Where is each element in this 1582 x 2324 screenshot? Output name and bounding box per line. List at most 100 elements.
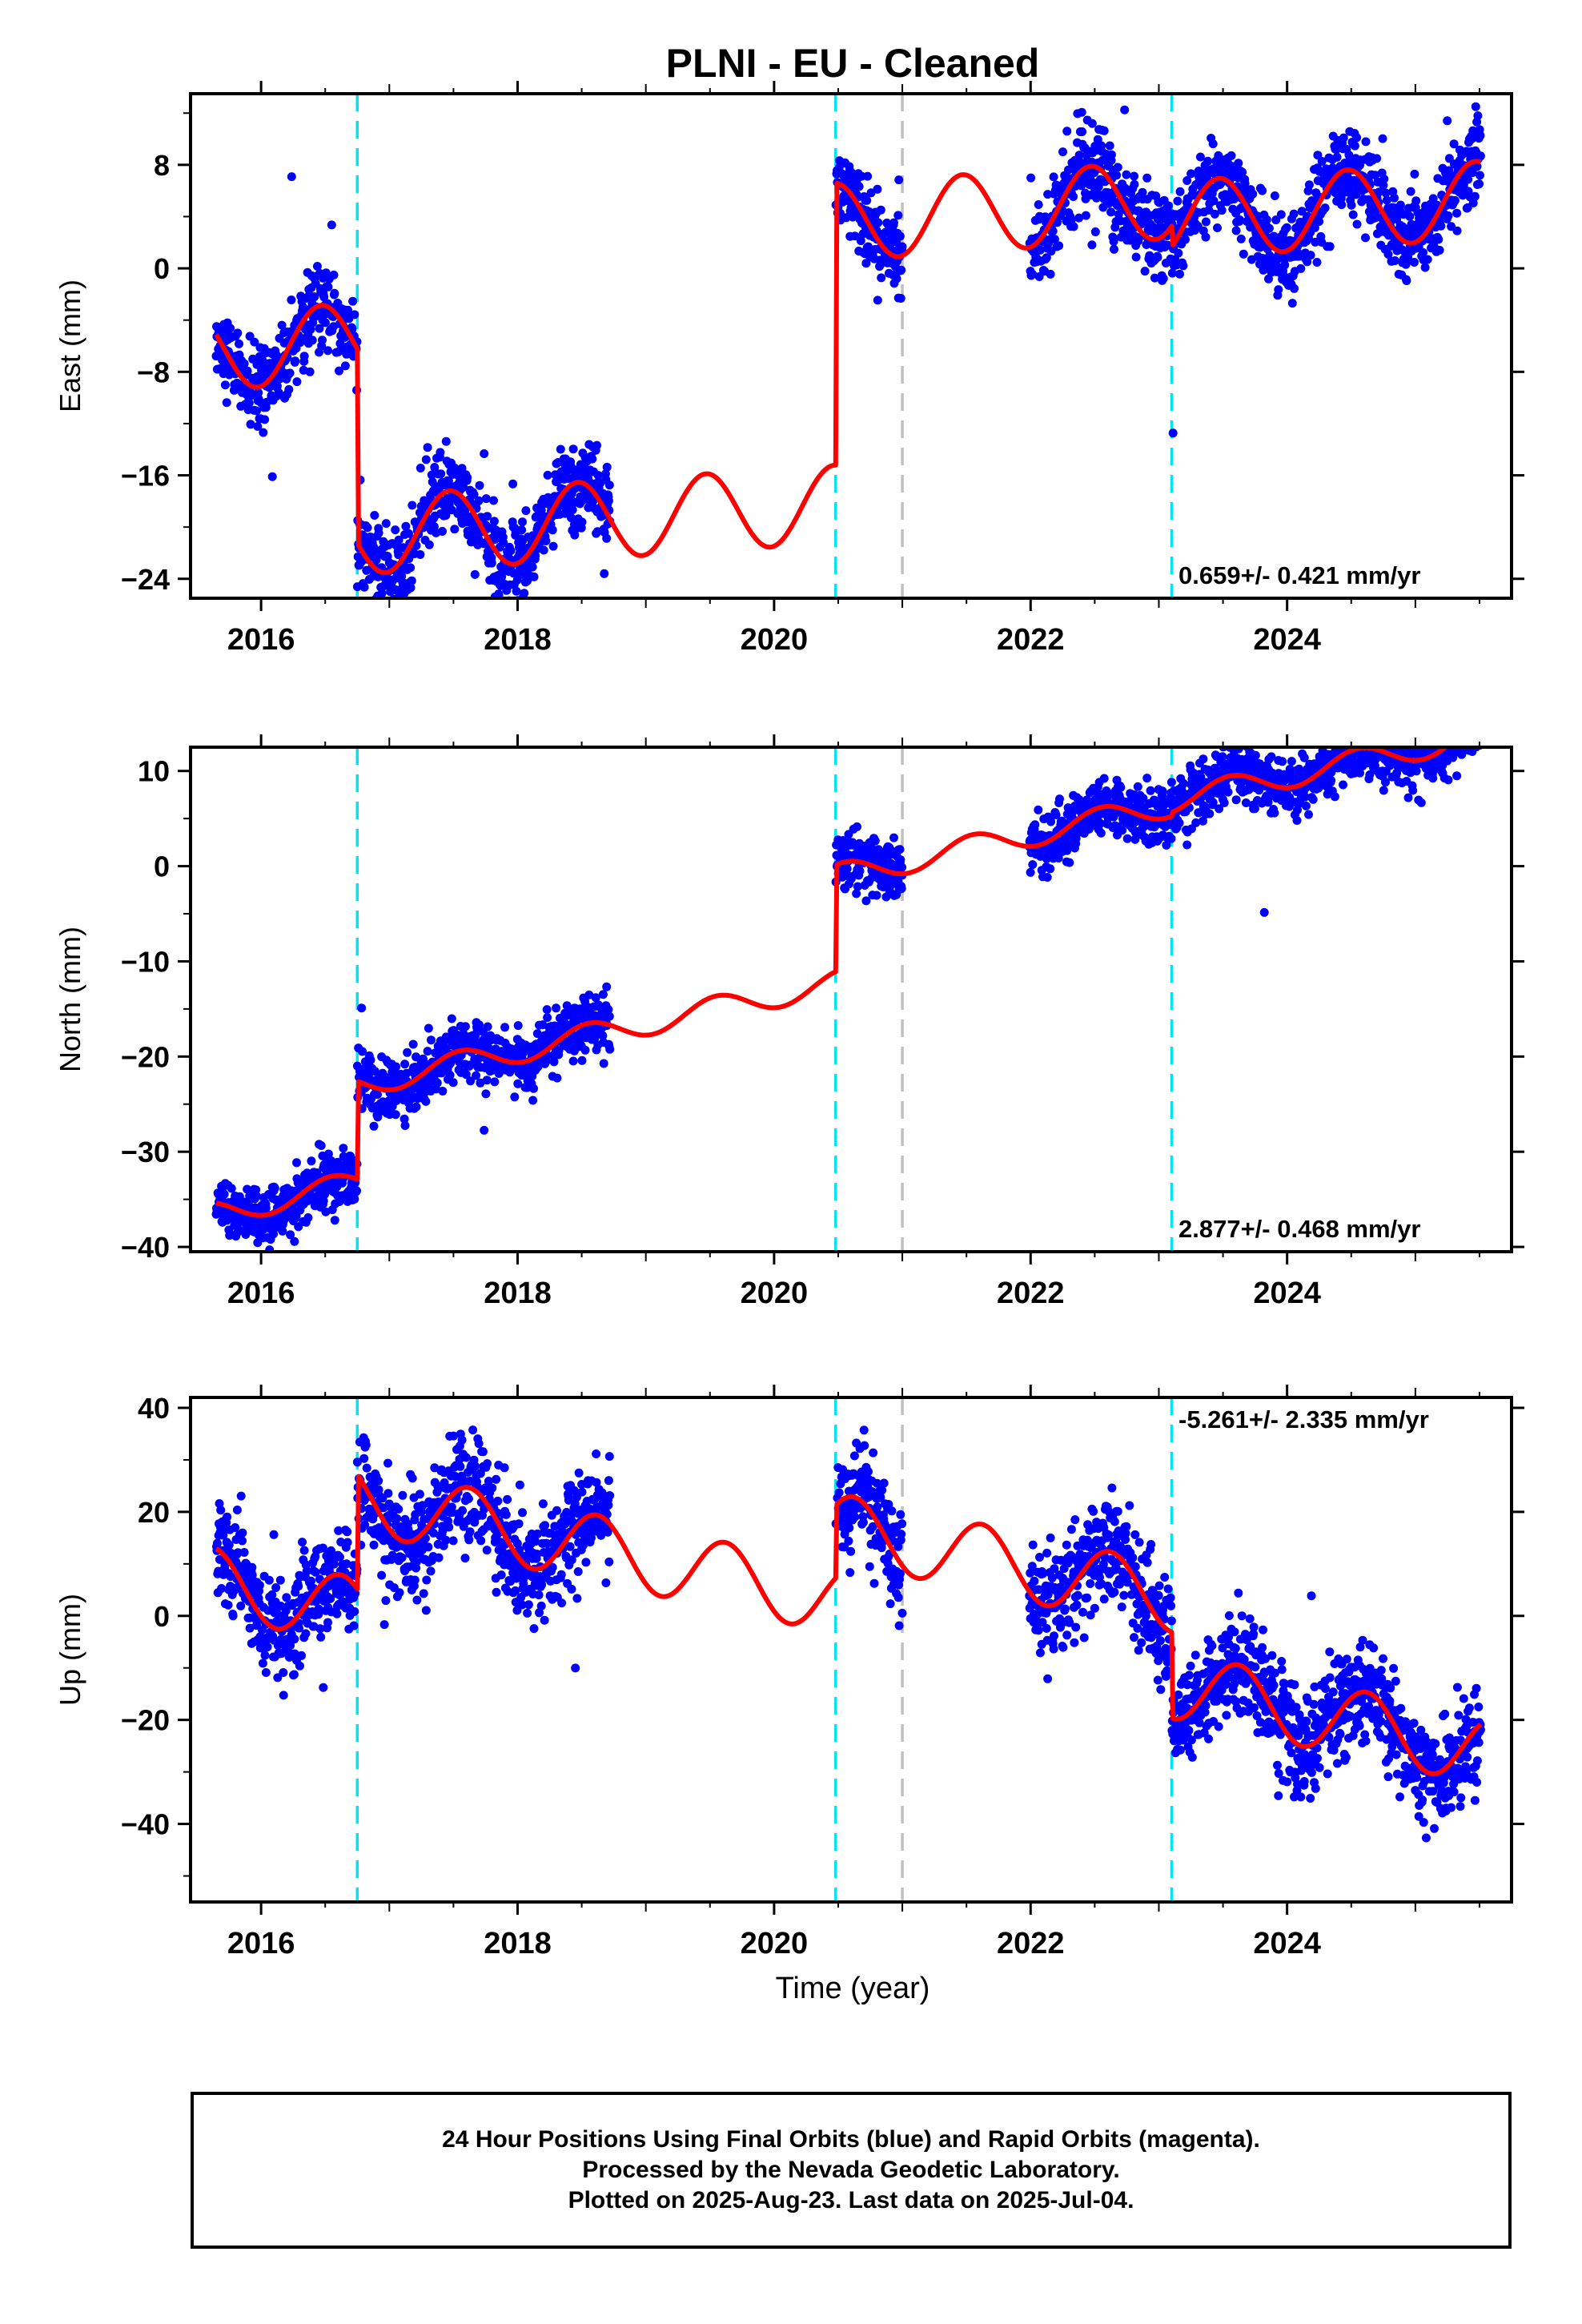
data-point [604, 480, 614, 490]
data-point [412, 1102, 421, 1112]
data-point [1280, 260, 1290, 270]
data-point [1403, 252, 1413, 262]
data-point [318, 336, 327, 345]
data-point [536, 505, 546, 515]
data-point [548, 541, 558, 551]
data-point [1462, 724, 1471, 733]
data-point [861, 259, 871, 268]
data-point [1112, 171, 1122, 180]
data-point [1361, 137, 1371, 147]
data-point [1453, 734, 1462, 742]
data-point [602, 982, 612, 991]
y-tick-label: 0 [154, 850, 170, 883]
data-point [220, 380, 230, 390]
data-point [1270, 191, 1279, 200]
data-point [1422, 732, 1431, 741]
data-point [543, 470, 552, 480]
data-point [316, 1141, 326, 1150]
data-point [470, 569, 480, 579]
data-point [327, 220, 336, 230]
data-point [232, 1506, 242, 1514]
data-point [1239, 249, 1248, 259]
data-point [1476, 131, 1485, 140]
data-point [1175, 269, 1184, 279]
data-point [375, 598, 384, 607]
data-point [1468, 736, 1476, 745]
data-point [226, 324, 235, 333]
data-point [1371, 171, 1380, 180]
data-point [889, 218, 898, 227]
data-point [1270, 808, 1279, 818]
data-point [374, 529, 383, 538]
data-point [1304, 180, 1314, 190]
data-point [1339, 734, 1348, 742]
data-point [568, 505, 577, 515]
data-point [387, 619, 396, 628]
data-point [474, 496, 484, 505]
data-point [1235, 215, 1244, 224]
data-point [1452, 208, 1462, 218]
data-point [330, 288, 339, 298]
data-point [247, 391, 256, 400]
data-point [588, 454, 597, 464]
data-point [408, 1039, 418, 1049]
data-point [319, 292, 329, 302]
y-tick-label: −16 [121, 460, 170, 493]
data-point [1395, 730, 1404, 739]
data-point [1113, 163, 1122, 172]
data-point [873, 184, 882, 194]
data-point [250, 337, 259, 347]
data-point [1431, 727, 1439, 736]
data-point [264, 1575, 274, 1585]
data-point [274, 388, 283, 397]
data-point [602, 533, 612, 543]
data-point [282, 1593, 291, 1602]
x-tick-label: 2024 [1253, 1927, 1321, 1960]
data-point [285, 368, 295, 378]
data-point [224, 1540, 234, 1550]
data-point [480, 449, 489, 458]
data-point [1090, 227, 1100, 236]
data-point [1460, 705, 1468, 714]
data-point [475, 480, 484, 490]
data-point [289, 1670, 299, 1679]
y-tick-label: 20 [138, 1496, 170, 1529]
data-point [850, 231, 860, 241]
data-point [593, 471, 603, 480]
data-point [260, 1651, 270, 1660]
data-point [577, 1055, 587, 1065]
y-axis-label: North (mm) [54, 927, 86, 1072]
data-point [406, 563, 416, 573]
data-point [290, 1634, 299, 1644]
data-point [359, 582, 369, 592]
data-point [889, 833, 898, 842]
data-point [350, 1194, 359, 1204]
data-point [1174, 818, 1184, 828]
data-point [1223, 787, 1233, 797]
data-point [263, 1642, 272, 1652]
data-point [1264, 274, 1273, 283]
data-point [870, 836, 880, 846]
data-point [1274, 285, 1283, 295]
data-point [407, 576, 416, 585]
data-point [1053, 218, 1062, 227]
data-point [1354, 730, 1363, 738]
data-point [1457, 726, 1466, 735]
data-point [391, 525, 400, 535]
data-point [1074, 213, 1084, 223]
data-point [1473, 722, 1482, 731]
velocity-rate-label: 2.877+/- 0.468 mm/yr [1178, 1215, 1420, 1243]
data-point [1416, 798, 1426, 807]
chart-title: PLNI - EU - Cleaned [666, 41, 1040, 86]
data-point [1217, 206, 1227, 215]
data-point [1259, 907, 1269, 917]
data-point [541, 537, 551, 545]
data-points [211, 705, 1484, 1252]
data-point [1411, 196, 1421, 206]
data-point [1430, 735, 1439, 744]
data-point [598, 990, 608, 999]
data-point [1122, 834, 1132, 843]
data-point [1452, 718, 1461, 727]
